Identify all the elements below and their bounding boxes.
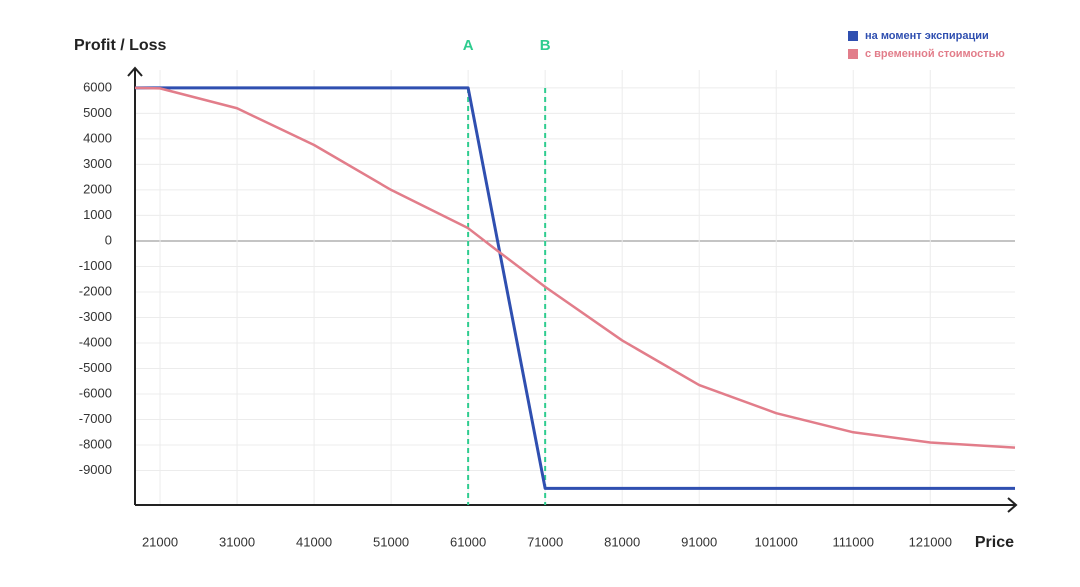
- x-tick-label: 21000: [142, 534, 178, 549]
- x-tick-label: 41000: [296, 534, 332, 549]
- y-tick-label: 3000: [83, 156, 112, 171]
- y-tick-label: -2000: [79, 283, 112, 298]
- grid: [135, 70, 1015, 505]
- y-tick-label: -3000: [79, 309, 112, 324]
- y-tick-label: 6000: [83, 79, 112, 94]
- y-tick-label: -1000: [79, 258, 112, 273]
- y-axis-label: Profit / Loss: [74, 37, 167, 54]
- y-tick-label: -8000: [79, 436, 112, 451]
- legend-swatch: [848, 49, 858, 59]
- marker-label: A: [463, 37, 474, 54]
- legend-swatch: [848, 31, 858, 41]
- y-tick-label: 4000: [83, 130, 112, 145]
- y-tick-label: -6000: [79, 385, 112, 400]
- line-series: [135, 86, 1015, 490]
- y-tick-label: -9000: [79, 462, 112, 477]
- x-tick-label: 61000: [450, 534, 486, 549]
- y-tick-label: -4000: [79, 334, 112, 349]
- x-tick-label: 91000: [681, 534, 717, 549]
- x-tick-label: 121000: [909, 534, 952, 549]
- y-tick-label: -5000: [79, 360, 112, 375]
- legend-label: с временной стоимостью: [865, 48, 1005, 60]
- line-series: [134, 86, 1016, 449]
- y-tick-label: -7000: [79, 411, 112, 426]
- x-tick-label: 71000: [527, 534, 563, 549]
- marker-label: B: [540, 37, 551, 54]
- x-tick-label: 111000: [833, 534, 874, 549]
- x-tick-label: 51000: [373, 534, 409, 549]
- x-tick-label: 31000: [219, 534, 255, 549]
- y-tick-label: 0: [105, 232, 112, 247]
- x-tick-label: 101000: [755, 534, 798, 549]
- x-axis-label: Price: [975, 534, 1014, 551]
- y-axis-arrow: [127, 66, 143, 77]
- y-tick-label: 5000: [83, 105, 112, 120]
- x-tick-label: 81000: [604, 534, 640, 549]
- y-tick-label: 2000: [83, 181, 112, 196]
- legend-label: на момент экспирации: [865, 30, 989, 42]
- y-tick-label: 1000: [83, 207, 112, 222]
- x-axis-arrow: [1007, 497, 1018, 513]
